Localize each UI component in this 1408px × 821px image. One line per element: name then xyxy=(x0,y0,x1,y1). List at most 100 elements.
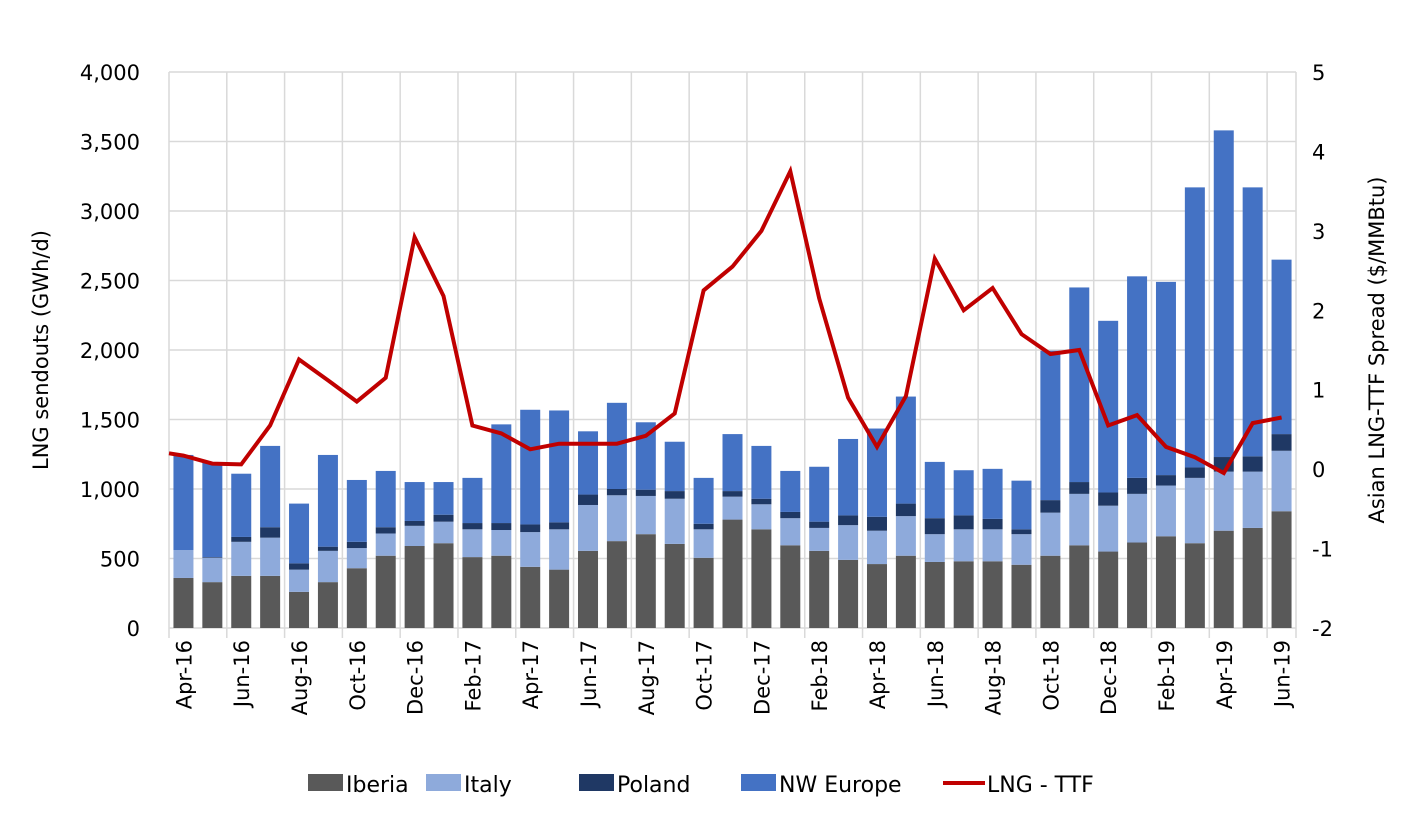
bar-poland xyxy=(1184,467,1205,478)
bar-nw-europe xyxy=(1213,130,1234,458)
bar-italy xyxy=(1069,493,1090,546)
bar-poland xyxy=(635,489,656,496)
bar-nw-europe xyxy=(578,431,599,495)
y-axis-left: 0 500 1,000 1,500 2,000 2,500 3,000 3,500 4,000 xyxy=(80,61,140,641)
y-axis-right: -2 -1 0 1 2 3 4 5 xyxy=(1312,61,1333,641)
bar-poland xyxy=(260,527,281,538)
legend-item-iberia: Iberia xyxy=(308,773,409,798)
y-tick-label: 1,500 xyxy=(80,409,140,433)
bar-italy xyxy=(693,529,714,558)
bar-italy xyxy=(491,530,512,556)
bar-poland xyxy=(866,516,887,531)
bar-poland xyxy=(202,557,223,558)
bar-poland xyxy=(924,518,945,535)
bar-poland xyxy=(1040,500,1061,513)
bar-iberia xyxy=(982,561,1003,628)
y-tick-label: 4,000 xyxy=(80,61,140,85)
y-tick-label: 2,500 xyxy=(80,270,140,294)
bar-nw-europe xyxy=(982,468,1003,519)
bar-poland xyxy=(289,563,310,570)
bar-poland xyxy=(780,511,801,519)
x-tick-label: Apr-16 xyxy=(172,640,196,709)
bar-iberia xyxy=(693,557,714,628)
y2-axis-title: Asian LNG-TTF Spread ($/MMBtu) xyxy=(1365,176,1389,523)
bar-nw-europe xyxy=(1098,320,1119,493)
bar-iberia xyxy=(606,541,627,628)
legend-swatch xyxy=(308,774,343,791)
bar-iberia xyxy=(404,545,425,628)
bar-nw-europe xyxy=(1040,350,1061,501)
x-tick-label: Jun-16 xyxy=(230,640,254,709)
bar-nw-europe xyxy=(202,462,223,558)
bar-italy xyxy=(317,550,338,583)
bar-italy xyxy=(462,529,483,558)
bar-italy xyxy=(838,525,859,560)
bar-italy xyxy=(231,541,252,576)
legend-swatch xyxy=(741,774,776,791)
bar-nw-europe xyxy=(1069,287,1090,483)
bar-nw-europe xyxy=(606,402,627,489)
bar-iberia xyxy=(375,555,396,628)
legend-label: NW Europe xyxy=(779,773,902,798)
bar-nw-europe xyxy=(375,470,396,528)
bar-nw-europe xyxy=(520,409,541,525)
y-tick-label: 3,500 xyxy=(80,131,140,155)
bar-nw-europe xyxy=(866,428,887,517)
bar-iberia xyxy=(838,559,859,628)
bar-poland xyxy=(433,514,454,522)
legend-swatch xyxy=(579,774,614,791)
bar-poland xyxy=(375,527,396,534)
bar-poland xyxy=(491,523,512,531)
x-tick-label: Jun-17 xyxy=(577,640,601,709)
bar-iberia xyxy=(1040,555,1061,628)
bar-poland xyxy=(1069,482,1090,494)
bar-nw-europe xyxy=(404,482,425,521)
bar-italy xyxy=(953,529,974,562)
bar-italy xyxy=(346,548,367,569)
bar-italy xyxy=(549,529,570,570)
bar-poland xyxy=(1011,529,1032,535)
x-tick-label: Jun-18 xyxy=(924,640,948,709)
bar-nw-europe xyxy=(722,434,743,492)
bar-poland xyxy=(751,498,772,505)
bar-italy xyxy=(260,537,281,576)
bar-poland xyxy=(317,546,338,551)
bar-italy xyxy=(924,534,945,562)
bar-poland xyxy=(809,521,830,528)
bar-nw-europe xyxy=(953,470,974,516)
bar-italy xyxy=(895,516,916,556)
legend-item-italy: Italy xyxy=(426,773,512,798)
y-tick-label: 0 xyxy=(127,617,140,641)
legend-label: Italy xyxy=(464,773,512,798)
bar-iberia xyxy=(202,582,223,628)
bar-italy xyxy=(404,525,425,546)
bar-nw-europe xyxy=(664,441,685,492)
bar-poland xyxy=(722,491,743,497)
x-tick-label: Feb-17 xyxy=(461,640,485,711)
bar-poland xyxy=(664,491,685,499)
bar-nw-europe xyxy=(751,445,772,499)
bar-poland xyxy=(231,536,252,542)
x-tick-label: Aug-16 xyxy=(288,640,312,715)
bar-nw-europe xyxy=(809,466,830,522)
bar-italy xyxy=(1184,477,1205,544)
x-tick-label: Apr-18 xyxy=(866,640,890,709)
y2-tick-label: 1 xyxy=(1312,379,1325,403)
bar-iberia xyxy=(664,543,685,628)
bar-italy xyxy=(1040,512,1061,556)
bar-italy xyxy=(722,496,743,520)
y2-tick-label: 5 xyxy=(1312,61,1325,85)
bar-poland xyxy=(1271,434,1292,451)
bar-iberia xyxy=(520,566,541,628)
bar-nw-europe xyxy=(838,438,859,516)
bar-italy xyxy=(606,495,627,542)
bar-iberia xyxy=(433,543,454,628)
bar-iberia xyxy=(924,561,945,628)
y-tick-label: 2,000 xyxy=(80,339,140,363)
legend-label: Poland xyxy=(617,773,690,798)
x-tick-label: Feb-19 xyxy=(1155,640,1179,711)
bar-nw-europe xyxy=(1184,187,1205,468)
bar-italy xyxy=(664,498,685,544)
x-axis: Apr-16 Jun-16 Aug-16 Oct-16 Dec-16 Feb-17 Apr-… xyxy=(172,640,1294,715)
